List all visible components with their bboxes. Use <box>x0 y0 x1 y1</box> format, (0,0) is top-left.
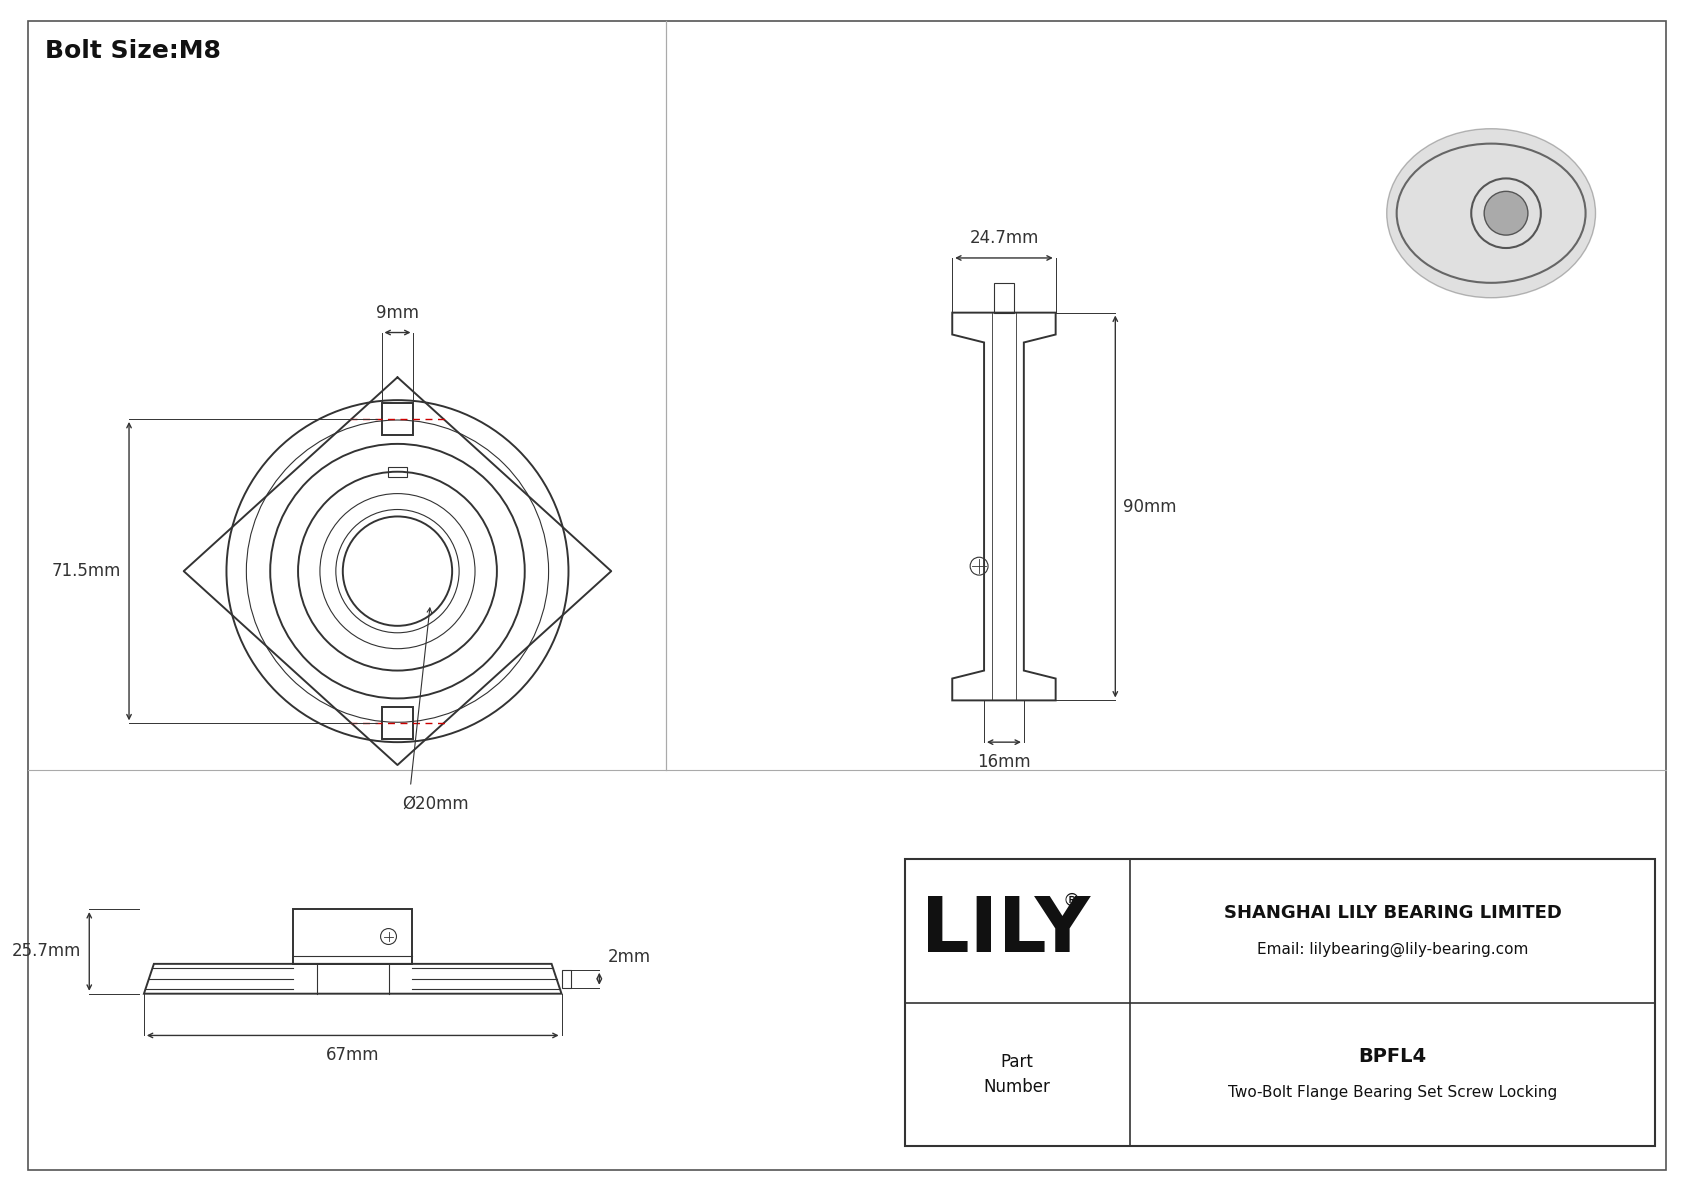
Bar <box>994 282 1014 313</box>
Bar <box>561 969 571 987</box>
Text: 2mm: 2mm <box>608 948 650 966</box>
Text: Two-Bolt Flange Bearing Set Screw Locking: Two-Bolt Flange Bearing Set Screw Lockin… <box>1228 1085 1558 1099</box>
Text: SHANGHAI LILY BEARING LIMITED: SHANGHAI LILY BEARING LIMITED <box>1224 904 1561 922</box>
Text: 25.7mm: 25.7mm <box>12 942 81 960</box>
Text: 67mm: 67mm <box>327 1047 379 1065</box>
Text: 71.5mm: 71.5mm <box>52 562 121 580</box>
Bar <box>904 860 1655 1146</box>
Circle shape <box>1484 192 1527 235</box>
Bar <box>387 467 408 476</box>
Text: 24.7mm: 24.7mm <box>970 229 1039 247</box>
Text: LILY: LILY <box>921 894 1090 968</box>
Ellipse shape <box>1386 129 1595 298</box>
Text: 9mm: 9mm <box>376 304 419 322</box>
Text: Bolt Size:M8: Bolt Size:M8 <box>44 39 221 63</box>
Text: ®: ® <box>1063 892 1081 910</box>
Text: Part
Number: Part Number <box>983 1053 1051 1096</box>
Bar <box>382 403 413 435</box>
Text: BPFL4: BPFL4 <box>1359 1047 1426 1066</box>
Text: Ø20mm: Ø20mm <box>402 794 470 812</box>
Text: 90mm: 90mm <box>1123 498 1177 516</box>
Bar <box>293 909 413 964</box>
Text: 16mm: 16mm <box>977 753 1031 771</box>
Bar <box>382 707 413 740</box>
Text: Email: lilybearing@lily-bearing.com: Email: lilybearing@lily-bearing.com <box>1256 941 1527 956</box>
